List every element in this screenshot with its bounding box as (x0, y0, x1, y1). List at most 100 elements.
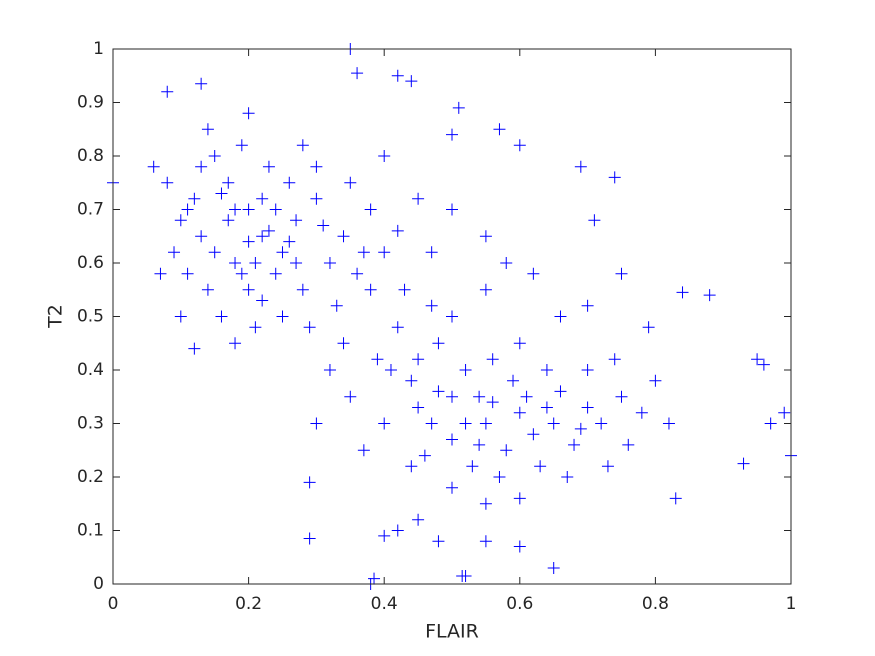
point (568, 438, 581, 451)
y-tick-label: 0.6 (77, 253, 104, 273)
point (574, 160, 587, 173)
point (262, 224, 275, 237)
point (290, 257, 303, 269)
y-tick-label: 0 (93, 574, 104, 594)
point (215, 310, 228, 323)
x-tick-label: 0 (108, 594, 119, 614)
point (181, 267, 194, 280)
point (208, 150, 221, 162)
point (459, 569, 472, 582)
point (283, 235, 296, 248)
point (581, 364, 594, 376)
point (486, 353, 499, 366)
point (479, 497, 492, 510)
point (540, 364, 553, 376)
point (371, 353, 384, 366)
point (432, 385, 445, 398)
point (391, 321, 404, 334)
point (310, 417, 323, 430)
point (296, 139, 309, 152)
point (256, 192, 269, 205)
point (412, 192, 425, 205)
point (432, 535, 445, 548)
point (201, 123, 214, 136)
point (479, 230, 492, 243)
point (547, 561, 560, 574)
point (229, 257, 242, 269)
point (757, 358, 770, 371)
point (520, 390, 533, 403)
y-tick-label: 1 (93, 39, 104, 59)
point (412, 513, 425, 526)
point (262, 160, 275, 173)
point (242, 283, 255, 296)
point (368, 572, 381, 585)
point (540, 401, 553, 414)
point (222, 176, 235, 189)
x-tick-label: 1 (786, 594, 797, 614)
point (608, 353, 621, 366)
point (391, 224, 404, 237)
point (351, 267, 364, 280)
point (534, 460, 547, 473)
y-tick-label: 0.5 (77, 307, 104, 327)
point (513, 139, 526, 152)
point (174, 214, 187, 227)
point (446, 128, 458, 141)
point (147, 160, 160, 173)
point (486, 396, 499, 409)
point (235, 139, 248, 152)
point (446, 390, 458, 403)
point (303, 532, 316, 545)
point (181, 203, 194, 216)
point (384, 364, 397, 376)
point (561, 471, 574, 483)
point (256, 230, 269, 243)
point (161, 85, 174, 98)
point (344, 390, 357, 403)
point (391, 69, 404, 82)
y-tick-label: 0.9 (77, 93, 104, 113)
point (513, 540, 526, 553)
point (764, 417, 777, 430)
point (446, 433, 458, 446)
point (330, 299, 343, 312)
point (479, 283, 492, 296)
point (425, 299, 438, 312)
point (337, 230, 350, 243)
point (405, 374, 418, 387)
point (188, 342, 201, 355)
point (601, 460, 614, 473)
point (174, 310, 187, 323)
point (581, 299, 594, 312)
point (459, 364, 472, 376)
x-tick-label: 0.8 (642, 594, 669, 614)
point (608, 171, 621, 184)
point (357, 444, 370, 457)
y-tick-label: 0.8 (77, 146, 104, 166)
point (378, 417, 391, 430)
point (418, 449, 431, 462)
point (229, 203, 242, 216)
x-tick-label: 0.4 (371, 594, 398, 614)
point (452, 101, 465, 114)
point (432, 337, 445, 350)
point (195, 230, 208, 243)
point (405, 460, 418, 473)
point (513, 337, 526, 350)
point (303, 321, 316, 334)
point (269, 203, 282, 216)
point (188, 192, 201, 205)
point (249, 257, 262, 269)
point (269, 267, 282, 280)
point (229, 337, 242, 350)
point (256, 294, 269, 307)
point (283, 176, 296, 189)
point (378, 150, 391, 162)
point (364, 283, 377, 296)
point (317, 219, 330, 232)
point (500, 257, 513, 269)
point (303, 476, 316, 489)
point (276, 310, 289, 323)
